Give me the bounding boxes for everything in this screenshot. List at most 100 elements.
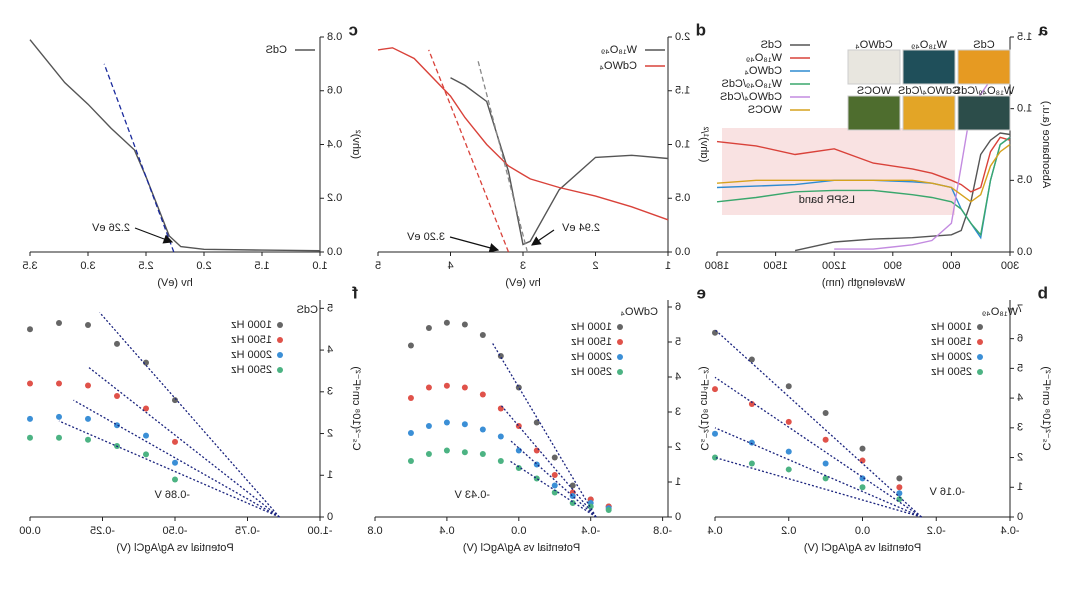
annotation: 2.26 eV [91, 222, 130, 234]
x-axis-label: Potential vs Ag/AgCl (V) [463, 542, 580, 554]
inset-label: W₁₈O₄₉/CdS [954, 85, 1015, 97]
inset-label: WOCS [857, 85, 891, 97]
x-tick-label: 3 [520, 260, 526, 272]
legend-label: 2000 Hz [931, 351, 972, 363]
data-point [172, 459, 178, 466]
data-point [443, 419, 450, 426]
x-tick-label: 0.00 [19, 525, 40, 537]
data-point [143, 359, 149, 366]
y-tick-label: 0.2 [327, 192, 342, 204]
legend-label: CdWO₄ [744, 65, 782, 77]
data-point [785, 466, 792, 473]
y-tick-label: 0 [1017, 511, 1023, 523]
y-tick-label: 0.4 [327, 138, 342, 150]
panel: e -0.8 -0.4 0.0 0.4 0.8 0 1 2 3 4 5 6 Potential vs Ag… [367, 283, 710, 553]
x-tick-label: 2.0 [196, 260, 211, 272]
data-point [497, 405, 504, 412]
panel: c 1.0 1.5 2.0 2.5 3.0 3.5 0.0 0.2 0.4 0.6 0.8 hν (eV… [22, 20, 362, 288]
data-point [172, 397, 178, 404]
x-tick-label: -0.2 [927, 525, 946, 537]
inset-photo [847, 95, 901, 131]
legend-label: CdS [266, 44, 287, 56]
x-tick-label: 5 [375, 260, 381, 272]
data-point [172, 476, 178, 483]
inset-label: CdS [973, 39, 994, 51]
y-tick-label: 4 [327, 344, 333, 356]
legend-label: W₁₈O₄₉ [746, 52, 782, 64]
panel-letter: a [1038, 20, 1048, 39]
panel-letter: d [696, 20, 706, 39]
annotation: -0.16 V [929, 486, 965, 498]
x-tick-label: 1500 [763, 260, 787, 272]
fit-line [491, 341, 597, 518]
legend-label: 2500 Hz [231, 364, 272, 376]
data-point [425, 423, 432, 429]
x-tick-label: -0.4 [1001, 525, 1020, 537]
data-point [27, 380, 33, 387]
series-line [716, 136, 1011, 237]
data-point [27, 326, 33, 333]
data-point [748, 356, 755, 363]
x-axis-label: Potential vs Ag/AgCl (V) [804, 542, 921, 554]
y-tick-label: 6 [675, 301, 681, 313]
y-tick-label: 1 [675, 476, 681, 488]
legend-label: W₁₈O₄₉ [601, 44, 637, 56]
data-point [859, 484, 866, 491]
data-point [172, 438, 178, 445]
legend-label: 1000 Hz [231, 319, 272, 331]
legend-label: CdS [761, 39, 782, 51]
fit-line [509, 439, 597, 518]
legend-swatch [617, 369, 623, 375]
y-tick-label: 2.0 [675, 31, 690, 43]
legend-label: 2500 Hz [571, 366, 612, 378]
y-axis-label: Cₛ⁻²(10⁸ cm⁴F⁻²) [1040, 366, 1052, 450]
data-point [551, 489, 558, 496]
annotation-arrow [134, 227, 174, 244]
x-tick-label: 0.4 [439, 525, 454, 537]
legend-label: 1000 Hz [571, 321, 612, 333]
legend-label: W₁₈O₄₉/CdS [721, 78, 782, 90]
panel: d 1 2 3 4 5 0.0 0.5 1.0 1.5 2.0 hν (eV) (αhν)¹/² W₁₈O… [375, 20, 710, 288]
data-point [143, 451, 149, 458]
lspr-shade [722, 128, 955, 215]
data-point [443, 447, 450, 454]
panel: f -1.00 -0.75 -0.50 -0.25 0.00 0 1 2 3 4 5 Potential… [19, 283, 362, 553]
x-tick-label: 0.0 [511, 525, 526, 537]
data-point [712, 454, 718, 461]
y-tick-label: 2 [1017, 451, 1023, 463]
legend-label: 2000 Hz [571, 351, 612, 363]
x-tick-label: 2 [592, 260, 598, 272]
data-point [27, 415, 33, 422]
x-tick-label: 1 [665, 260, 671, 272]
x-tick-label: 3.5 [22, 260, 37, 272]
y-tick-label: 0.0 [675, 246, 690, 258]
y-tick-label: 4 [1017, 392, 1023, 404]
data-point [712, 386, 718, 393]
data-point [407, 430, 414, 436]
x-tick-label: 0.0 [855, 525, 870, 537]
x-tick-label: -0.8 [653, 525, 672, 537]
x-tick-label: 1800 [705, 260, 729, 272]
y-tick-label: 1.0 [675, 138, 690, 150]
x-tick-label: 3.0 [80, 260, 95, 272]
x-tick-label: 0.4 [707, 525, 722, 537]
data-point [27, 434, 33, 441]
data-point [859, 445, 866, 452]
legend-swatch [617, 324, 623, 330]
data-point [461, 449, 468, 456]
inset-photo [847, 49, 901, 85]
annotation: 2.94 eV [561, 222, 600, 234]
data-point [479, 391, 486, 398]
data-point [822, 436, 829, 443]
legend-label: CdWO₄/CdS [720, 91, 782, 103]
legend-label: WOCS [748, 104, 782, 116]
data-point [479, 451, 486, 457]
data-point [85, 415, 91, 422]
data-point [515, 384, 522, 391]
legend-label: 2500 Hz [931, 366, 972, 378]
annotation: LSPR band [799, 194, 855, 206]
inset-photo [902, 49, 956, 85]
legend-swatch [277, 322, 283, 328]
data-point [56, 434, 62, 441]
